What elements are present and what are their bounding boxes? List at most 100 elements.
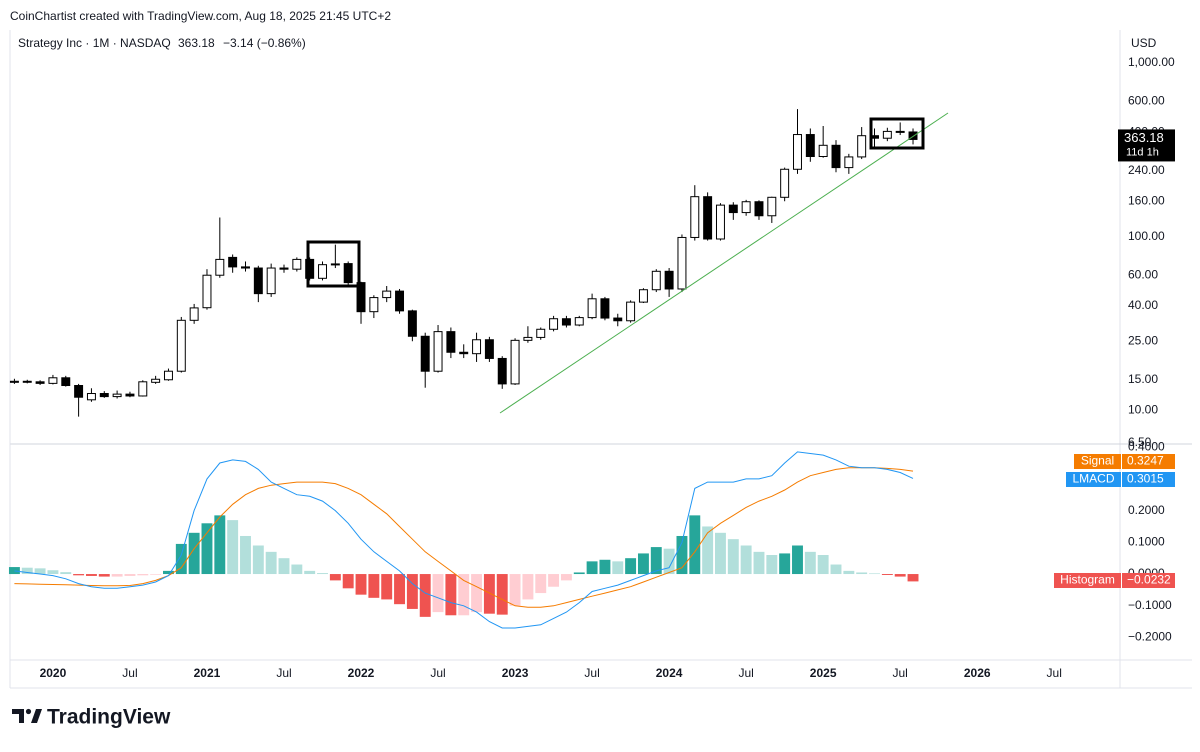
y-tick-label: 10.00 — [1128, 403, 1158, 417]
histogram-bar — [676, 535, 688, 575]
histogram-bar — [60, 572, 72, 575]
candle-body — [382, 290, 392, 299]
candle-body — [561, 318, 571, 326]
histogram-bar — [637, 553, 649, 575]
candle-body — [228, 256, 238, 268]
histogram-bar — [817, 555, 829, 575]
countdown-label: 11d 1h — [1126, 146, 1159, 158]
histogram-bar — [830, 564, 842, 575]
histogram-bar — [291, 564, 303, 575]
histogram-bar — [342, 574, 354, 589]
histogram-bar — [548, 574, 560, 587]
candle-body — [356, 282, 366, 313]
histogram-bar — [599, 559, 611, 575]
histogram-bar — [406, 574, 418, 609]
histogram-bar — [394, 574, 405, 605]
y-tick-label: 0.2000 — [1128, 503, 1165, 517]
histogram-bar — [753, 551, 765, 575]
histogram-bar — [740, 545, 752, 575]
candle-body — [74, 385, 84, 398]
histogram-bar — [368, 574, 380, 598]
candle-body — [882, 130, 892, 139]
last-price: 363.18 — [178, 36, 215, 50]
histogram-bar — [792, 545, 803, 575]
y-tick-label: 60.00 — [1128, 267, 1158, 281]
histogram-bar — [496, 574, 508, 615]
histogram-bar — [188, 532, 200, 575]
histogram-bar — [458, 574, 470, 616]
trend-line — [499, 112, 949, 414]
candle-body — [125, 393, 135, 397]
y-tick-label: 100.00 — [1128, 229, 1165, 243]
brand-logo — [12, 708, 42, 723]
histogram-bar — [573, 572, 585, 575]
indicator-line — [14, 451, 914, 629]
candle-body — [35, 381, 45, 384]
candle-body — [343, 263, 353, 284]
candle-body — [767, 196, 777, 217]
candle-body — [48, 377, 58, 384]
candle-body — [86, 393, 96, 401]
histogram-bar — [227, 520, 239, 575]
candle-body — [472, 339, 482, 355]
histogram-bar — [445, 574, 457, 616]
candle-body — [215, 258, 225, 276]
candle-body — [831, 144, 841, 169]
y-tick-label: 600.00 — [1128, 94, 1165, 108]
candle-body — [780, 168, 790, 198]
histogram-bar — [727, 539, 739, 575]
histogram-bar — [432, 574, 444, 613]
histogram-bar — [535, 574, 547, 594]
candle-body — [253, 267, 263, 295]
x-tick-label: Jul — [893, 666, 908, 680]
histogram-bar — [240, 535, 251, 575]
candle-body — [818, 144, 828, 158]
candle-body — [908, 131, 918, 140]
candle-body — [99, 393, 109, 398]
candle-body — [112, 393, 122, 398]
y-tick-label: 0.4000 — [1128, 439, 1165, 453]
histogram-bar — [278, 558, 290, 575]
candle-body — [664, 270, 674, 290]
candle-body — [433, 331, 443, 372]
histogram-bar — [650, 547, 662, 575]
x-tick-label: 2021 — [194, 666, 221, 680]
series-name: LMACD — [1072, 472, 1114, 486]
x-tick-label: Jul — [584, 666, 599, 680]
credit: CoinChartist created with TradingView.co… — [10, 9, 391, 23]
candle-body — [202, 274, 212, 309]
price-change: −3.14 (−0.86%) — [223, 36, 306, 50]
candle-body — [305, 258, 315, 279]
series-value-box — [1122, 472, 1175, 487]
macd-pane — [8, 451, 919, 629]
histogram-bar — [111, 574, 123, 577]
histogram-bar — [856, 572, 868, 575]
x-tick-label: Jul — [122, 666, 137, 680]
histogram-bar — [907, 574, 919, 582]
candle-body — [497, 357, 507, 385]
candle-body — [895, 130, 905, 133]
series-name: Histogram — [1060, 573, 1115, 587]
histogram-bar — [612, 561, 624, 575]
candle-body — [600, 298, 610, 319]
price-pane — [9, 109, 918, 417]
series-name-box — [1054, 573, 1121, 588]
histogram-bar — [560, 574, 572, 581]
histogram-bar — [483, 574, 495, 614]
candle-body — [189, 307, 199, 321]
candle-body — [241, 266, 250, 269]
candle-body — [613, 317, 623, 322]
candle-body — [163, 370, 173, 381]
candle-body — [484, 339, 494, 359]
candle-body — [369, 297, 379, 313]
candle-body — [420, 335, 430, 372]
histogram-bar — [355, 574, 367, 595]
candle-body — [61, 377, 71, 387]
candle-body — [318, 264, 327, 279]
series-name: Signal — [1081, 454, 1114, 468]
candle-body — [857, 135, 867, 158]
histogram-bar — [419, 574, 431, 617]
candle-body — [279, 267, 289, 270]
y-tick-label: −0.2000 — [1128, 630, 1172, 644]
